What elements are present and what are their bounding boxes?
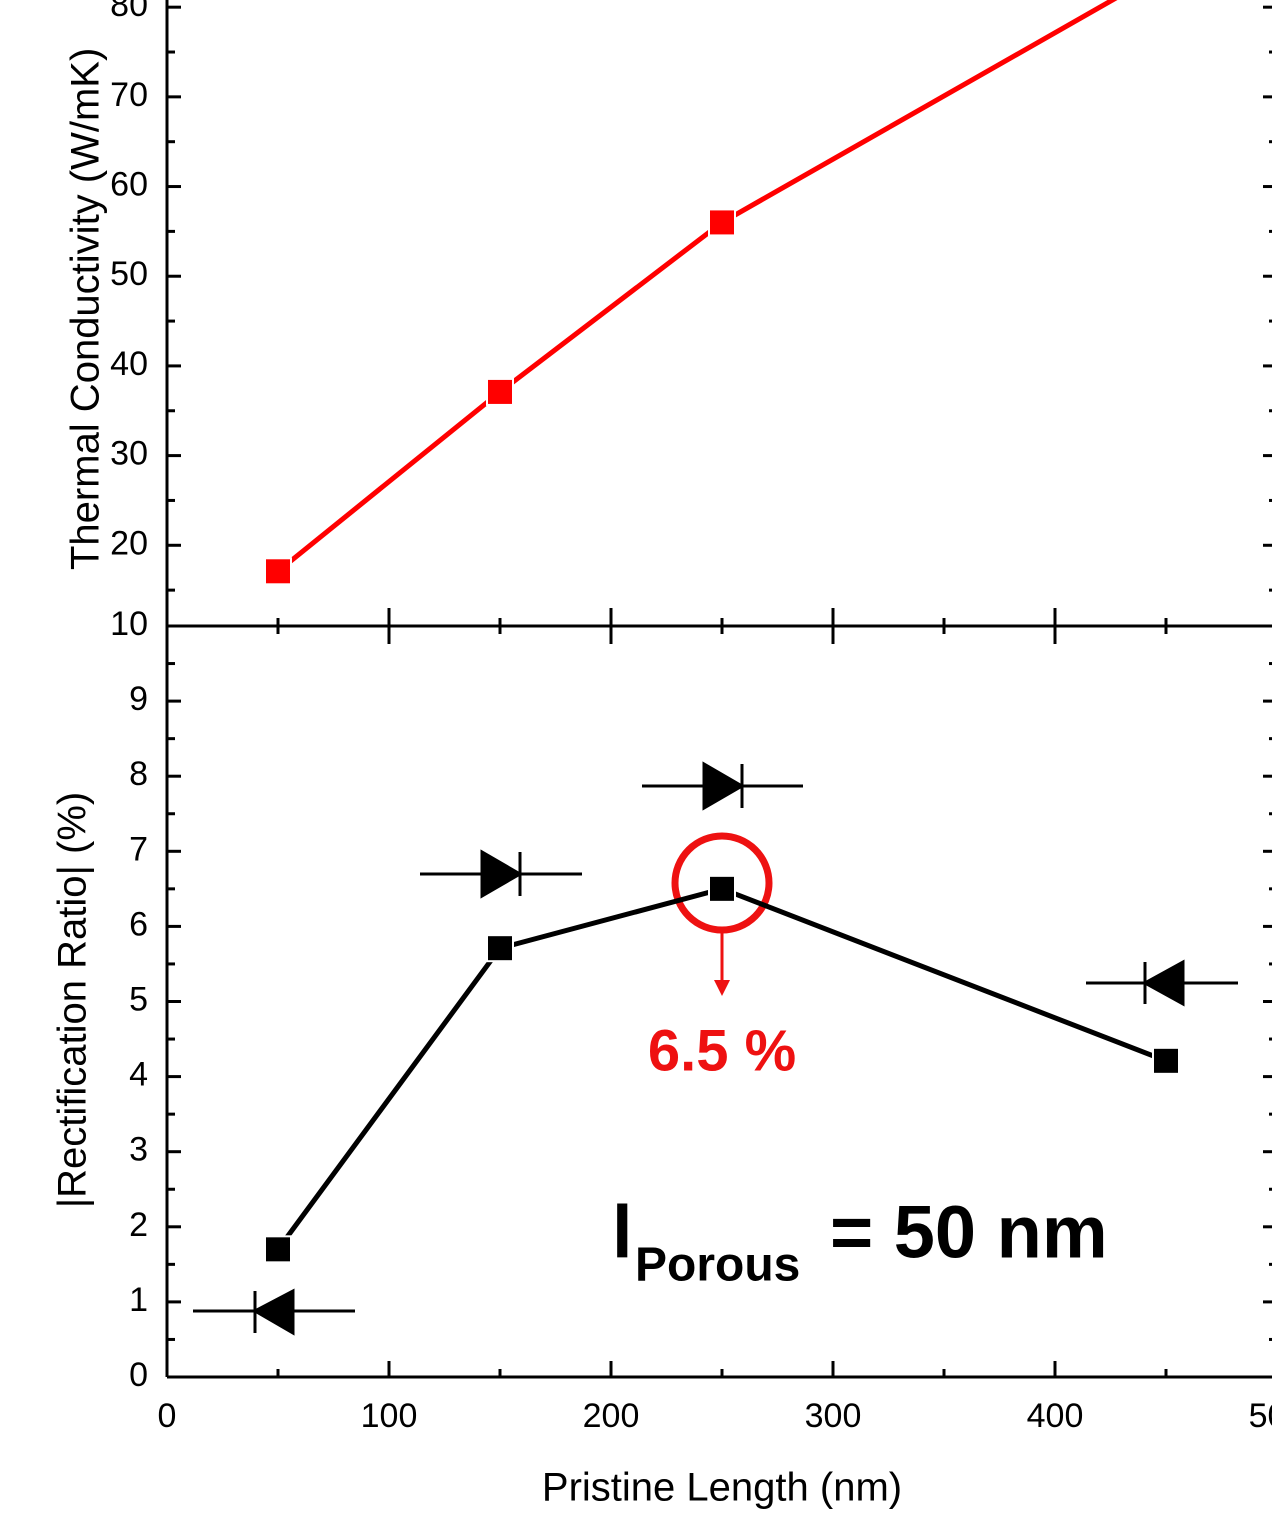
x-axis-label: Pristine Length (nm) (542, 1466, 902, 1510)
y-tick-label: 20 (110, 524, 148, 562)
y-axis-label: Thermal Conductivity (W/mK) (64, 48, 108, 570)
data-line (276, 0, 1118, 574)
x-tick-label: 200 (583, 1397, 640, 1435)
y-tick-label: 7 (129, 830, 148, 868)
data-marker (264, 1235, 292, 1264)
annotation: 6.5 % (648, 1018, 796, 1083)
y-tick-label: 60 (110, 166, 148, 204)
y-tick-label: 40 (110, 345, 148, 383)
y-tick-label: 0 (129, 1356, 148, 1394)
x-tick-label: 100 (361, 1397, 418, 1435)
data-marker (264, 557, 292, 586)
y-tick-label: 1 (129, 1281, 148, 1319)
data-marker (708, 874, 736, 903)
y-tick-label: 2 (129, 1206, 148, 1244)
y-tick-label: 50 (110, 255, 148, 293)
y-tick-label: 9 (129, 680, 148, 718)
data-line (275, 886, 1167, 1251)
y-tick-label: 70 (110, 76, 148, 114)
label-sub: Porous (635, 1239, 800, 1292)
y-tick-label: 8 (129, 755, 148, 793)
data-marker (486, 377, 514, 406)
y-axis-label: |Rectification Ratio| (%) (51, 792, 95, 1208)
y-tick-label: 5 (129, 980, 148, 1018)
y-tick-label: 30 (110, 435, 148, 473)
highlight (671, 832, 773, 996)
y-tick-label: 4 (129, 1056, 148, 1094)
data-marker (1152, 1046, 1180, 1075)
y-tick-label: 6 (129, 905, 148, 943)
x-tick-label: 300 (805, 1397, 862, 1435)
y-tick-label: 3 (129, 1131, 148, 1169)
data-marker (486, 934, 514, 963)
y-tick-label: 80 (110, 0, 148, 24)
y-tick-label: 10 (110, 605, 148, 643)
x-tick-label: 400 (1027, 1397, 1084, 1435)
label-rest: = 50 nm (830, 1191, 1108, 1274)
data-marker (708, 208, 736, 237)
diode-symbols (193, 761, 1238, 1336)
label-main: l (612, 1191, 633, 1274)
x-tick-label: 500 (1249, 1397, 1272, 1435)
x-tick-label: 0 (158, 1397, 177, 1435)
